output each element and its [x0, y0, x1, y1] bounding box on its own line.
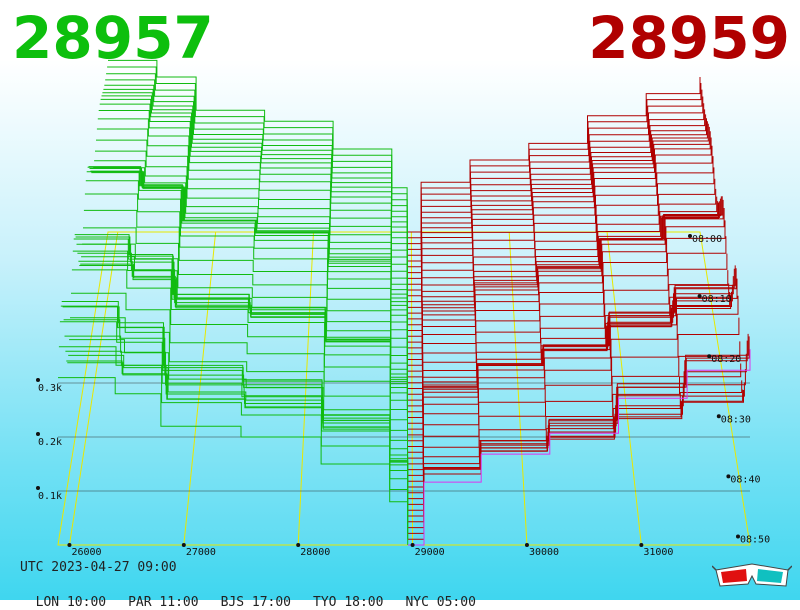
ask-depth-curve [407, 145, 713, 308]
ask-depth-curve [407, 265, 736, 453]
ask-depth-curve [407, 349, 751, 546]
time-tick-label: 08:50 [740, 534, 770, 545]
price-tick-marker [67, 543, 72, 547]
anaglyph-3d-glasses-icon[interactable] [712, 560, 792, 590]
time-tick-marker [726, 474, 731, 479]
price-tick-label: 27000 [186, 547, 216, 558]
depth-tick-label: 0.1k [38, 491, 62, 502]
ask-depth-curve [407, 196, 718, 337]
best-bid-price: 28957 [12, 4, 214, 72]
depth-tick-marker [36, 432, 40, 436]
time-tick-marker [736, 534, 740, 539]
time-tick-label: 08:00 [692, 234, 722, 245]
ask-depth-curve [407, 253, 728, 401]
ask-depth-curve [407, 295, 739, 471]
price-tick-marker [181, 543, 186, 547]
depth-tick-marker [36, 486, 40, 490]
ask-depth-curve [407, 333, 749, 534]
ask-depth-curve [407, 208, 725, 384]
ask-depth-curve [407, 114, 707, 268]
ask-depth-curve [407, 118, 707, 274]
ask-depth-curve [407, 77, 701, 233]
depth-tick-label: 0.3k [38, 383, 62, 394]
ask-depth-curve [407, 167, 715, 320]
time-tick-label: 08:30 [721, 414, 751, 425]
ask-depth-curve [407, 83, 702, 239]
ask-depth-curve [407, 236, 727, 395]
price-grid-line [606, 231, 642, 546]
ask-depth-curve [407, 103, 705, 256]
depth-tick-label: 0.2k [38, 437, 62, 448]
price-tick-marker [410, 543, 415, 547]
ask-depth-curve [407, 196, 722, 366]
tz-london: LON 10:00 [35, 595, 107, 610]
ask-depth-curve [407, 126, 710, 291]
ask-depth-curve [407, 178, 716, 326]
tz-beijing: BJS 17:00 [220, 595, 292, 610]
timezone-clocks: LON 10:00 PAR 11:00 BJS 17:00 TYO 18:00 NYC … [20, 580, 498, 610]
ask-depth-curve [407, 137, 712, 303]
time-tick-marker [697, 294, 702, 299]
price-grid-line [297, 231, 314, 546]
time-tick-marker [688, 234, 692, 238]
ask-depth-curve [407, 292, 731, 418]
ask-depth-curve [407, 109, 706, 262]
ask-depth-curve [407, 268, 735, 447]
ask-depth-curve [407, 198, 721, 360]
price-tick-label: 30000 [529, 547, 559, 558]
price-tick-marker [639, 543, 644, 547]
time-tick-label: 08:20 [711, 354, 741, 365]
ask-depth-curve [407, 283, 730, 413]
ask-depth-curve [407, 199, 724, 378]
time-tick-marker [707, 354, 712, 359]
tz-paris: PAR 11:00 [128, 595, 199, 610]
ask-depth-curve [407, 336, 750, 540]
ask-depth-curve [407, 201, 720, 355]
ask-depth-curve [407, 89, 703, 245]
ask-depth-curve [407, 123, 709, 285]
time-tick-label: 08:10 [702, 294, 732, 305]
ask-depth-curve [407, 156, 714, 314]
price-grid-line [68, 231, 119, 546]
tz-tokyo: TYO 18:00 [313, 595, 384, 610]
price-tick-label: 28000 [300, 547, 330, 558]
ask-depth-curve [407, 278, 738, 465]
ask-depth-curve [407, 363, 742, 488]
price-tick-label: 29000 [415, 547, 445, 558]
best-ask-price: 28959 [588, 4, 790, 72]
price-tick-marker [296, 543, 301, 547]
utc-timestamp: UTC 2023-04-27 09:00 [20, 560, 177, 575]
ask-depth-curve [407, 270, 729, 407]
ask-depth-curve [407, 341, 741, 482]
bid-depth-curve [58, 377, 409, 545]
ask-depth-curve [407, 121, 708, 279]
ask-depth-curve [407, 196, 723, 372]
depth-tick-marker [36, 378, 40, 382]
tz-newyork: NYC 05:00 [405, 595, 476, 610]
time-tick-marker [716, 414, 721, 419]
ask-depth-curve [407, 188, 717, 331]
ask-depth-curve [407, 389, 744, 500]
ask-depth-curve [407, 202, 719, 349]
ask-depth-curve [407, 268, 737, 459]
price-tick-marker [524, 543, 529, 547]
ask-depth-curve [407, 220, 726, 389]
ask-depth-curve [407, 131, 711, 297]
ask-depth-curve [407, 380, 743, 494]
price-tick-label: 26000 [71, 547, 101, 558]
time-tick-label: 08:40 [730, 474, 760, 485]
ask-depth-curve [407, 201, 719, 343]
ask-depth-curve [407, 317, 740, 476]
price-tick-label: 31000 [643, 547, 673, 558]
ask-depth-curve [407, 96, 704, 250]
price-grid-line [183, 231, 217, 546]
ask-depth-curve [407, 294, 732, 424]
